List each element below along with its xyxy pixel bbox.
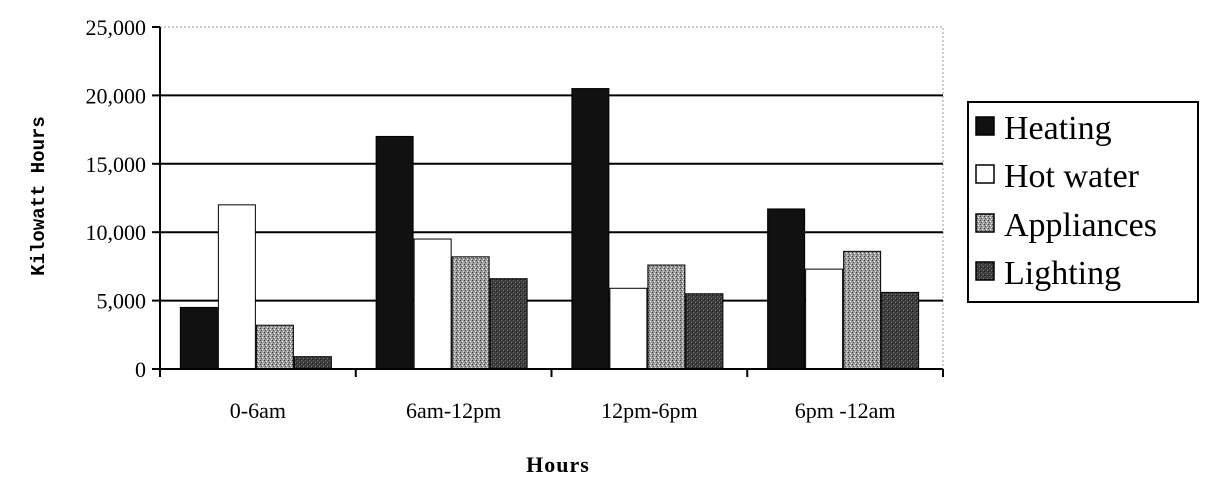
y-axis-title: Kilowatt Hours — [28, 116, 50, 276]
axes — [152, 26, 944, 377]
y-tick-label: 0 — [135, 357, 146, 382]
legend-label: Heating — [1004, 110, 1112, 147]
legend-swatch-lighting — [975, 261, 995, 281]
bar-lighting-1 — [293, 356, 332, 370]
bar-heating-1 — [179, 306, 218, 370]
x-tick-labels: 0-6am 6am-12pm 12pm-6pm 6pm -12am — [230, 398, 896, 423]
bar-appliances-2 — [451, 256, 490, 370]
legend-label: Hot water — [1004, 158, 1140, 195]
y-tick-label: 20,000 — [86, 83, 147, 108]
bar-hot-water-2 — [413, 238, 452, 370]
legend-box — [967, 101, 1199, 303]
bar-lighting-3 — [685, 293, 724, 370]
x-tick-label: 0-6am — [230, 398, 286, 423]
bar-heating-3 — [571, 88, 610, 370]
bar-lighting-2 — [489, 278, 528, 370]
legend-swatch-appliances — [975, 213, 995, 233]
legend-swatch-hot-water — [975, 164, 995, 184]
bar-heating-4 — [767, 208, 806, 370]
bar-lighting-4 — [881, 291, 920, 370]
legend-swatch-heating — [975, 116, 995, 136]
y-tick-label: 5,000 — [97, 289, 147, 314]
bar-appliances-3 — [647, 264, 686, 370]
legend: Heating Hot water Appliances Lighting — [967, 101, 1199, 303]
bar-hot-water-4 — [805, 268, 844, 370]
bar-hot-water-1 — [217, 204, 256, 370]
y-tick-label: 15,000 — [86, 152, 147, 177]
y-tick-labels: 0 5,000 10,000 15,000 20,000 25,000 — [86, 15, 147, 382]
x-tick-label: 12pm-6pm — [601, 398, 698, 423]
y-tick-label: 25,000 — [86, 15, 147, 40]
legend-label: Appliances — [1004, 207, 1157, 244]
bars — [179, 88, 920, 370]
x-tick-label: 6am-12pm — [406, 398, 501, 423]
y-tick-label: 10,000 — [86, 220, 147, 245]
legend-label: Lighting — [1004, 255, 1121, 292]
bar-heating-2 — [375, 135, 414, 370]
bar-appliances-1 — [255, 324, 294, 370]
x-tick-label: 6pm -12am — [795, 398, 896, 423]
bar-appliances-4 — [843, 250, 882, 370]
x-axis-title: Hours — [526, 452, 590, 477]
bar-hot-water-3 — [609, 287, 648, 370]
